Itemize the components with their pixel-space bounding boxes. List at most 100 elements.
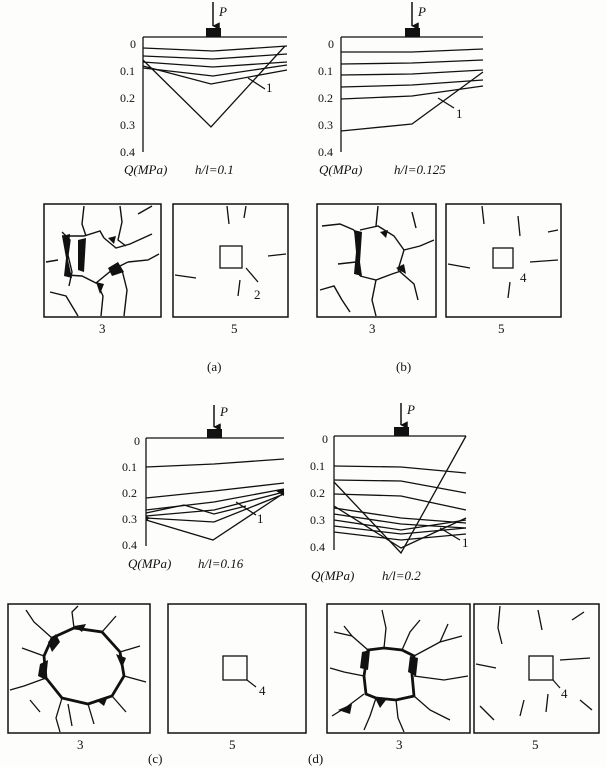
panel-d-bottom-cracks: [329, 609, 469, 733]
panel-c-curve: [145, 458, 285, 468]
panel-c-load-footprint: [222, 655, 248, 681]
panel-d-curve: [333, 505, 467, 549]
panel-c-tick-3: 0.3: [122, 512, 137, 526]
panel-c-load-label: P: [219, 404, 228, 419]
panel-c-top-surface-map: [167, 603, 307, 734]
panel-b-crack-label: 3: [369, 321, 376, 336]
panel-c-crack-label: 3: [77, 737, 84, 752]
panel-b-spalled-zones: [354, 230, 406, 276]
panel-c-outer-label: 5: [229, 737, 236, 752]
panel-a-load-label: P: [218, 4, 227, 19]
panel-d-curve-label: 1: [462, 535, 469, 550]
panel-a-curve: [142, 45, 288, 52]
panel-c-curve: [145, 491, 285, 517]
panel-c-tick-2: 0.2: [122, 486, 137, 500]
panel-b-curve: [341, 48, 484, 53]
panel-c-leader: [235, 501, 257, 516]
panel-b-load-footprint: [492, 247, 514, 269]
panel-a-curve: [142, 61, 288, 68]
panel-c-axis-unit-label: Q(MPa): [128, 556, 171, 571]
panel-d-load-footprint: [528, 655, 554, 681]
panel-b-curve: [340, 79, 484, 88]
panel-a-top-surface-map: [172, 203, 289, 318]
panel-c-spalled-zones: [38, 624, 126, 706]
panel-b-ratio-label: h/l=0.125: [394, 162, 446, 177]
panel-d-leader: [439, 527, 461, 541]
panel-a-tick-1: 0.1: [120, 64, 135, 78]
panel-d-curve: [333, 435, 467, 555]
panel-b-tick-4: 0.4: [318, 145, 333, 159]
panel-d-load-label: P: [406, 402, 415, 417]
panel-d-tick-labels: 0 0.1 0.2 0.3 0.4: [310, 432, 328, 554]
panel-d-curve: [333, 479, 467, 494]
panel-c-curve: [145, 492, 285, 541]
panel-c-tick-labels: 0 0.1 0.2 0.3 0.4: [122, 434, 140, 552]
panel-b-curve: [340, 59, 484, 65]
panel-b-axis-unit-label: Q(MPa): [319, 162, 362, 177]
panel-d-inner-leader: [552, 679, 561, 689]
panel-d-tick-0: 0: [322, 432, 328, 446]
panel-c-inner-leader: [246, 679, 257, 688]
panel-b-leader: [437, 97, 455, 109]
panel-a-inner-label: 2: [254, 287, 261, 302]
panel-b-pressure-curves: [340, 48, 484, 132]
panel-b-tick-2: 0.2: [318, 91, 333, 105]
panel-d-load-plate: [394, 427, 409, 436]
panel-a-spalled-zones: [62, 234, 124, 294]
panel-d-curve: [333, 531, 467, 541]
panel-c-chart: P 0 0.1 0.2 0.3 0.4 1 Q(MPa) h/l=0.16: [122, 404, 285, 571]
panel-a-tick-3: 0.3: [120, 118, 135, 132]
panel-d-curve: [333, 519, 467, 531]
panel-d-curve: [333, 465, 467, 474]
panel-d-tick-4: 0.4: [310, 540, 325, 554]
panel-c-tick-4: 0.4: [122, 538, 137, 552]
panel-b-top-surface-map: [445, 203, 562, 318]
panel-a-tick-0: 0: [130, 37, 136, 51]
panel-d-crack-maps: 3 4 5 (d): [308, 603, 600, 766]
panel-d-spalled-zones: [338, 650, 418, 714]
panel-c-ratio-label: h/l=0.16: [198, 556, 244, 571]
panel-c-curve-label: 1: [257, 511, 264, 526]
panel-c-inner-label: 4: [259, 683, 266, 698]
panel-b-chart: P 0 0.1 0.2 0.3 0.4 1 Q(MPa) h/l=0.125: [318, 2, 484, 177]
panel-d-inner-label: 4: [561, 686, 568, 701]
panel-b-inner-label: 4: [520, 270, 527, 285]
panel-c-caption: (c): [148, 751, 162, 766]
panel-d-axis-unit-label: Q(MPa): [311, 568, 354, 583]
panel-a-curve: [142, 45, 286, 128]
panel-a-load-plate: [206, 28, 221, 37]
panel-c-curve: [145, 488, 285, 511]
panel-d-tick-3: 0.3: [310, 513, 325, 527]
panel-c-curve: [145, 493, 285, 523]
panel-c-crack-maps: 3 4 5 (c): [7, 603, 307, 766]
panel-d-bottom-surface-map: [326, 603, 471, 734]
panel-a-crack-label: 3: [99, 321, 106, 336]
panel-b-bottom-surface-map: [316, 203, 437, 318]
panel-a-curve-label: 1: [266, 80, 273, 95]
panel-b-crack-maps: 3 4 5 (b): [316, 203, 562, 374]
panel-a-axis-unit-label: Q(MPa): [124, 162, 167, 177]
panel-d-top-surface-map: [473, 603, 600, 734]
panel-a-tick-4: 0.4: [120, 145, 135, 159]
panel-b-tick-0: 0: [328, 37, 334, 51]
panel-b-top-cracks: [447, 205, 559, 299]
panel-b-bottom-cracks: [319, 205, 435, 317]
panel-d-punching-ring: [362, 646, 416, 702]
panel-c-bottom-surface-map: [7, 603, 151, 734]
panel-b-tick-1: 0.1: [318, 64, 333, 78]
panel-a-curve: [142, 53, 288, 60]
panel-a-top-cracks: [174, 205, 287, 297]
panel-a-pressure-curves: [142, 45, 288, 128]
panel-b-curve-label: 1: [456, 106, 463, 121]
panel-d-tick-1: 0.1: [310, 459, 325, 473]
panel-d-chart: P 0 0.1 0.2 0.3 0.4 1 Q(MPa) h/l=0.2: [310, 402, 469, 583]
panel-b-curve: [340, 71, 484, 132]
panel-a-load-footprint: [219, 245, 243, 269]
panel-b-load-plate: [405, 28, 420, 37]
panel-a-bottom-surface-map: [43, 203, 162, 318]
panel-c-curve: [145, 482, 285, 499]
panel-c-pressure-curves: [145, 458, 285, 541]
panel-b-outer-label: 5: [498, 321, 505, 336]
panel-c-tick-0: 0: [134, 434, 140, 448]
panel-d-top-cracks: [475, 605, 593, 721]
